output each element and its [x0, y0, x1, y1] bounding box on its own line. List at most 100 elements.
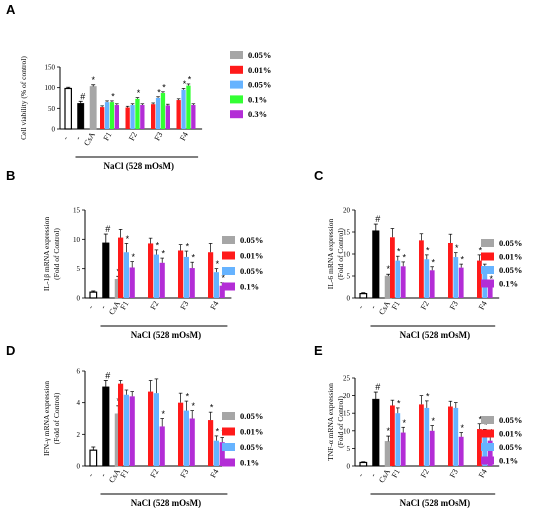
category-label: F1	[390, 300, 402, 312]
legend-swatch	[222, 251, 235, 260]
x-axis-label: NaCl (528 mOsM)	[131, 498, 202, 508]
significance-marker: *	[387, 426, 391, 436]
legend-swatch	[222, 458, 235, 467]
legend-label: 0.05%	[499, 415, 522, 425]
legend-label: 0.05%	[240, 411, 263, 421]
data-bar	[395, 413, 401, 466]
y-tick-label: 10	[343, 427, 351, 435]
legend-label: 0.1%	[240, 282, 259, 292]
data-bar	[419, 404, 424, 466]
legend-swatch	[222, 236, 235, 244]
significance-marker: #	[105, 224, 110, 234]
legend-label: 0.05%	[240, 266, 263, 276]
data-bar	[135, 98, 140, 129]
category-label: -	[86, 303, 95, 310]
y-tick-label: 50	[48, 105, 56, 113]
significance-marker: #	[375, 214, 380, 224]
data-bar	[148, 243, 154, 298]
legend-swatch	[481, 266, 494, 274]
significance-marker: *	[402, 418, 406, 428]
data-bar	[458, 436, 464, 466]
y-axis-label: IL-6 mRNA expression	[326, 219, 335, 290]
significance-marker: *	[460, 423, 464, 433]
data-bar	[123, 252, 129, 298]
significance-marker: *	[484, 420, 488, 430]
legend-swatch	[222, 443, 235, 451]
legend-label: 0.05%	[240, 442, 263, 452]
control-bar	[89, 449, 98, 467]
y-tick-label: 5	[347, 445, 351, 453]
x-axis-label: NaCl (528 mOsM)	[131, 330, 202, 340]
panel-letter: B	[6, 168, 15, 183]
control-bar	[64, 87, 73, 130]
legend-label: 0.1%	[240, 458, 259, 468]
legend-swatch	[222, 282, 235, 291]
x-axis-label: NaCl (528 mOsM)	[104, 161, 175, 171]
category-label: F3	[448, 300, 460, 312]
data-bar	[100, 107, 105, 129]
significance-marker: *	[460, 255, 464, 265]
control-bar	[372, 398, 380, 467]
significance-marker: #	[375, 382, 380, 392]
data-bar	[148, 391, 154, 466]
y-axis-label: IFN-γ mRNA expression	[42, 381, 51, 456]
category-label: F4	[477, 468, 489, 480]
category-label: F2	[127, 131, 139, 143]
data-bar	[477, 429, 482, 466]
data-bar	[487, 285, 493, 298]
significance-marker: *	[397, 398, 401, 408]
legend-swatch	[222, 427, 235, 436]
y-axis-label: IL-1β mRNA expression	[42, 217, 51, 291]
legend-label: 0.3%	[248, 109, 267, 119]
data-bar	[429, 430, 435, 466]
data-bar	[176, 100, 181, 129]
legend-swatch	[481, 252, 494, 261]
legend-label: 0.1%	[499, 456, 518, 466]
data-bar	[129, 267, 135, 298]
data-bar	[109, 102, 115, 129]
legend-label: 0.1%	[499, 279, 518, 289]
data-bar	[477, 260, 482, 298]
data-bar	[458, 267, 464, 298]
legend-label: 0.05%	[248, 50, 271, 60]
panel-letter: E	[314, 343, 323, 358]
data-bar	[189, 418, 195, 466]
panel-letter: C	[314, 168, 324, 183]
data-bar	[219, 442, 225, 466]
data-bar	[453, 257, 459, 298]
y-tick-label: 0	[77, 463, 81, 471]
significance-marker: *	[183, 79, 187, 89]
category-label: -	[86, 471, 95, 478]
y-tick-label: 0	[77, 295, 81, 303]
legend-swatch	[222, 412, 235, 420]
control-bar	[77, 103, 85, 130]
significance-marker: *	[191, 401, 195, 411]
category-label: F1	[118, 468, 130, 480]
x-axis-label: NaCl (528 mOsM)	[400, 498, 471, 508]
data-bar	[213, 272, 219, 298]
y-tick-label: 100	[45, 84, 56, 92]
significance-marker: *	[479, 414, 483, 424]
y-axis-label: (Fold of Control)	[336, 228, 345, 280]
significance-marker: *	[162, 82, 166, 92]
legend-swatch	[230, 80, 243, 89]
significance-marker: *	[455, 243, 459, 253]
legend-swatch	[230, 65, 243, 74]
data-bar	[400, 432, 406, 466]
category-label: F1	[102, 131, 114, 143]
data-bar	[487, 440, 493, 466]
y-tick-label: 20	[343, 207, 351, 215]
legend-label: 0.05%	[248, 80, 271, 90]
y-axis-label: (Fold of Control)	[52, 228, 61, 280]
data-bar	[213, 440, 219, 466]
legend-swatch	[481, 279, 494, 288]
panel-a: A 0 50 100 150 Cell viability (% of control) #…	[6, 2, 271, 171]
category-label: -	[368, 303, 377, 310]
significance-marker: *	[489, 274, 493, 284]
data-bar	[191, 105, 196, 129]
data-bar	[448, 243, 453, 298]
significance-marker: *	[216, 426, 220, 436]
data-bar	[159, 262, 165, 298]
legend-label: 0.01%	[240, 427, 263, 437]
panel-b: B 0 5 10 15 IL-1β mRNA expression (Fold of Con…	[6, 168, 263, 340]
